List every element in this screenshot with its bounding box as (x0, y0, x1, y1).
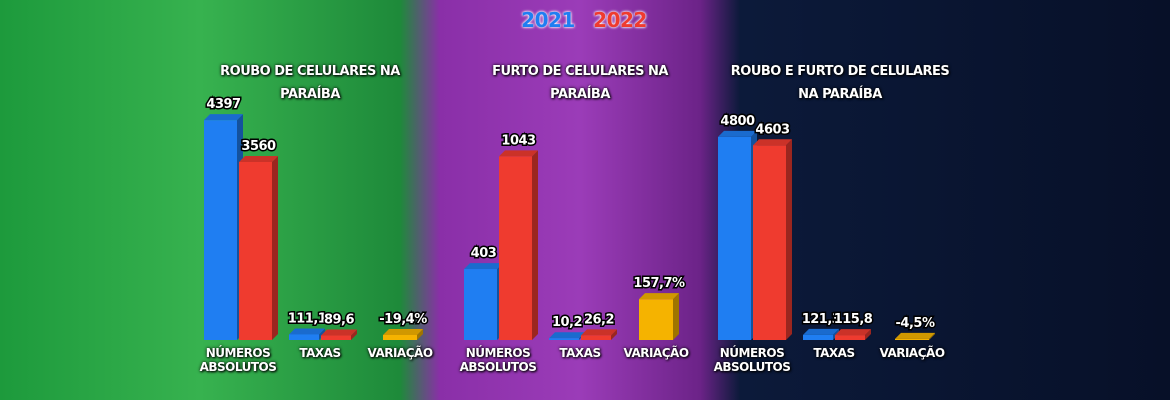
bar (753, 145, 786, 340)
bar-side (532, 150, 538, 340)
value-label: 115,8 (834, 312, 873, 327)
bar-top (581, 329, 617, 336)
bar-side (417, 328, 423, 340)
value-label: 4603 (755, 122, 790, 137)
value-label: 89,6 (324, 313, 355, 328)
bar-top (753, 139, 792, 146)
legend-2021: 2021 (521, 8, 575, 32)
variation-label: -19,4% (379, 312, 427, 327)
category-label: TAXAS (559, 346, 601, 360)
value-label: 121,3 (802, 312, 841, 327)
chart-title: FURTO DE CELULARES NA PARAÍBA (492, 64, 668, 102)
value-label: 4397 (206, 97, 241, 112)
category-label: NÚMEROS ABSOLUTOS (459, 346, 537, 374)
bar-side (351, 329, 357, 340)
chart-title: ROUBO DE CELULARES NA PARAÍBA (220, 64, 400, 102)
bar-side (272, 156, 278, 340)
bar-top (835, 329, 871, 336)
variation-label: 157,7% (633, 276, 685, 291)
category-label: VARIAÇÃO (367, 346, 433, 360)
bar-side (786, 139, 792, 340)
bar-top (549, 332, 585, 339)
bar-top (464, 263, 503, 270)
category-label: TAXAS (299, 346, 341, 360)
bar-top (204, 114, 243, 121)
category-label: TAXAS (813, 346, 855, 360)
bar-side (611, 329, 617, 340)
chart-title: ROUBO E FURTO DE CELULARES NA PARAÍBA (730, 64, 950, 102)
variation-label: -4,5% (896, 316, 935, 331)
bar (718, 136, 751, 340)
legend-2022: 2022 (593, 8, 647, 32)
bar-top (383, 328, 423, 335)
bar-side (929, 332, 935, 340)
bar (803, 334, 833, 340)
bar-top (895, 332, 935, 339)
bar-side (673, 293, 679, 340)
bar (204, 120, 237, 341)
bar (499, 156, 532, 340)
bar-top (499, 150, 538, 157)
bar (289, 334, 319, 340)
bar (895, 338, 929, 340)
bar (549, 338, 579, 340)
bar (464, 269, 497, 340)
value-label: 403 (471, 246, 497, 261)
bar (383, 334, 417, 340)
bar-top (321, 329, 357, 336)
value-label: 3560 (241, 139, 276, 154)
category-label: VARIAÇÃO (623, 346, 689, 360)
bar-top (639, 293, 679, 300)
value-label: 26,2 (584, 312, 614, 327)
bar-top (803, 328, 839, 335)
category-label: NÚMEROS ABSOLUTOS (713, 346, 791, 374)
value-label: 1043 (501, 133, 536, 148)
bar (239, 162, 272, 340)
value-label: 4800 (720, 114, 755, 129)
category-label: VARIAÇÃO (879, 346, 945, 360)
bar-top (289, 328, 325, 335)
bar-top (239, 156, 278, 162)
bar-top (718, 130, 757, 137)
category-label: NÚMEROS ABSOLUTOS (199, 346, 277, 374)
value-label: 111,1 (288, 311, 327, 326)
bar-side (865, 329, 871, 340)
bar-side (319, 328, 325, 340)
bar (835, 335, 865, 340)
bar (639, 299, 673, 340)
bar (321, 335, 351, 340)
value-label: 10,2 (552, 315, 582, 330)
bar (581, 335, 611, 340)
